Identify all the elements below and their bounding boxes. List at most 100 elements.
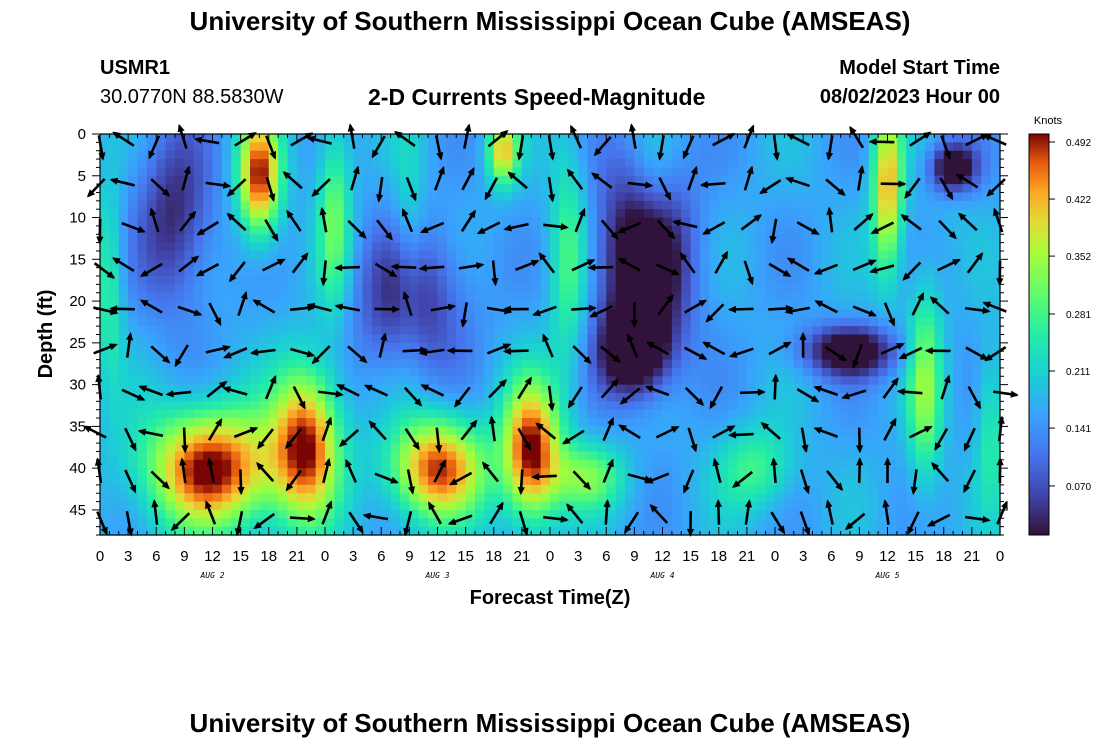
heat-cell <box>906 159 917 169</box>
heat-cell <box>746 376 757 386</box>
heat-cell <box>531 367 542 377</box>
heat-cell <box>878 434 889 444</box>
heat-cell <box>175 276 185 285</box>
heat-cell <box>850 342 860 352</box>
heat-cell <box>156 426 167 436</box>
heat-cell <box>915 351 926 361</box>
heat-cell <box>531 518 542 528</box>
heat-cell <box>268 134 279 143</box>
heat-cell <box>334 292 345 302</box>
heat-cell <box>625 501 635 511</box>
heat-cell <box>259 509 270 519</box>
heat-cell <box>784 384 795 394</box>
heat-cell <box>156 292 167 302</box>
heat-cell <box>296 267 307 277</box>
heat-cell <box>662 184 673 194</box>
heat-cell <box>278 292 289 302</box>
heat-cell <box>718 184 729 194</box>
heat-cell <box>962 501 973 511</box>
heat-cell <box>718 518 729 528</box>
heat-cell <box>990 401 1001 411</box>
heat-cell <box>775 501 785 511</box>
heat-cell <box>400 301 410 311</box>
heat-cell <box>193 526 204 536</box>
heat-cell <box>203 276 214 285</box>
heat-cell <box>896 301 907 311</box>
heat-cell <box>850 242 860 252</box>
heat-cell <box>362 392 373 402</box>
heat-cell <box>803 150 814 160</box>
vector-arrow-head <box>205 500 212 510</box>
heat-cell <box>906 376 917 386</box>
heat-cell <box>137 409 148 419</box>
heat-cell <box>868 376 879 386</box>
heat-cell <box>296 359 307 369</box>
heat-cell <box>306 476 317 486</box>
heat-cell <box>165 259 176 269</box>
heat-cell <box>268 351 279 361</box>
heat-cell <box>128 209 139 219</box>
heat-cell <box>840 159 851 169</box>
chart-title: University of Southern Mississippi Ocean… <box>189 6 911 36</box>
heat-cell <box>175 384 185 394</box>
heat-cell <box>971 309 982 319</box>
heat-cell <box>718 434 729 444</box>
heat-cell <box>493 159 504 169</box>
heat-cell <box>475 200 485 210</box>
chart-subtitle: 2-D Currents Speed-Magnitude <box>368 84 706 110</box>
heat-cell <box>212 267 223 277</box>
heat-cell <box>409 468 420 478</box>
heat-cell <box>737 376 748 386</box>
heat-cell <box>381 351 392 361</box>
heat-cell <box>775 409 785 419</box>
heat-cell <box>746 518 757 528</box>
heat-cell <box>681 334 692 344</box>
heat-cell <box>475 392 485 402</box>
heat-cell <box>812 493 823 503</box>
heat-cell <box>259 326 270 336</box>
heat-cell <box>221 200 232 210</box>
heat-cell <box>615 184 626 194</box>
heat-cell <box>728 334 739 344</box>
heat-cell <box>990 259 1001 269</box>
heat-cell <box>596 409 607 419</box>
heat-cell <box>343 468 354 478</box>
heat-cell <box>484 200 495 210</box>
heat-cell <box>259 459 270 469</box>
heat-cell <box>137 234 148 244</box>
heat-cell <box>737 409 748 419</box>
heat-cell <box>390 367 401 377</box>
heat-cell <box>746 392 757 402</box>
heat-cell <box>737 392 748 402</box>
heat-cell <box>221 409 232 419</box>
heat-cell <box>428 443 439 453</box>
heat-cell <box>653 451 664 461</box>
heat-cell <box>503 384 514 394</box>
heat-cell <box>446 401 457 411</box>
vector-arrow-head <box>165 390 174 398</box>
heat-cell <box>596 292 607 302</box>
heat-cell <box>971 351 982 361</box>
heat-cell <box>465 476 476 486</box>
heat-cell <box>250 209 260 219</box>
heat-cell <box>109 259 120 269</box>
heat-cell <box>831 367 842 377</box>
heat-cell <box>437 484 448 494</box>
heat-cell <box>718 342 729 352</box>
heat-cell <box>765 175 776 185</box>
heat-cell <box>512 326 523 336</box>
heat-cell <box>643 184 654 194</box>
heat-cell <box>400 234 410 244</box>
heat-cell <box>306 159 317 169</box>
heat-cell <box>128 250 139 260</box>
heat-cell <box>887 468 898 478</box>
heat-cell <box>128 267 139 277</box>
heat-cell <box>531 359 542 369</box>
heat-cell <box>615 259 626 269</box>
heat-cell <box>231 242 242 252</box>
heat-cell <box>990 309 1001 319</box>
heat-cell <box>203 267 214 277</box>
heat-cell <box>203 443 214 453</box>
heat-cell <box>418 384 429 394</box>
heat-cell <box>428 359 439 369</box>
